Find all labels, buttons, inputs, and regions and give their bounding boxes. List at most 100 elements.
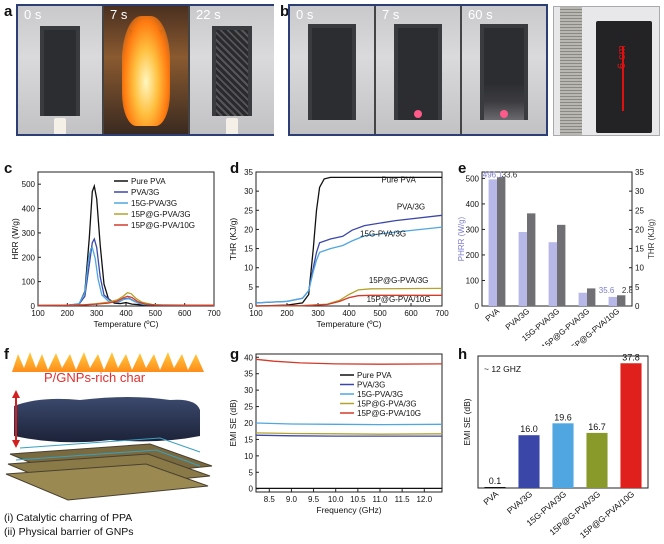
sample-strip [312,28,352,120]
y-tick-label-left: 300 [466,225,480,234]
chart-h: EMI SE (dB) ~ 12 GHZ 0.1 PVA 16.0 PVA/3G 19.6 1… [462,352,649,540]
series-line-PVA/3G [37,237,215,307]
x-axis-label: Temperature (ºC) [317,319,382,329]
series-line-PVA/3G [255,214,443,304]
photo-strip-b: 0 s 7 s 60 s [288,4,548,136]
bar-phrr [548,242,557,306]
y-tick-label: 500 [22,180,36,189]
y-tick-label-right: 5 [635,283,640,292]
x-tick-label: 100 [249,309,263,318]
photo-b-60s: 60 s [462,6,546,134]
x-tick-label: 8.5 [264,495,276,504]
y-axis-label: THR (KJ/g) [228,218,238,261]
bar-value-label: 16.7 [588,422,606,432]
data-label: 496.1 [483,170,504,179]
x-axis-label: Temperature (ºC) [94,319,159,329]
y-tick-label: 20 [244,419,253,428]
flame-icon [12,352,204,372]
frequency-annotation: ~ 12 GHZ [484,364,521,374]
panel-label-f: f [4,346,9,363]
x-tick-label: 200 [61,309,75,318]
y-tick-label: 0 [31,302,36,311]
series-annotation: Pure PVA [381,175,416,184]
x-tick-label: 600 [404,309,418,318]
bar-thr [587,288,596,306]
y-tick-label-right: 20 [635,225,644,234]
legend-label: 15P@G-PVA/3G [131,210,191,219]
series-line-15P@G-PVA/10G [255,358,443,365]
y-tick-label: 35 [244,168,253,177]
panel-label-c: c [4,160,13,177]
bar-value-label: 19.6 [554,412,572,422]
y-tick-label: 25 [244,403,253,412]
x-tick-label: 11.0 [373,495,389,504]
bar [518,435,540,488]
x-tick-label: 700 [207,309,221,318]
y-tick-label: 200 [22,253,36,262]
bar-phrr [608,296,617,306]
y-tick-label: 15 [244,435,253,444]
y-axis-label: EMI SE (dB) [462,398,472,445]
x-tick-label: 12.0 [416,495,432,504]
bar-phrr [578,292,587,306]
bar-value-label: 37.8 [622,352,640,362]
bar [484,487,506,488]
category-label: PVA [481,489,500,507]
legend-label: Pure PVA [357,371,392,380]
y-tick-label: 30 [244,187,253,196]
y-tick-label: 100 [22,278,36,287]
panel-label-g: g [230,346,240,363]
series-annotation: 15P@G-PVA/10G [367,295,431,304]
ember-icon [414,110,422,118]
photo-a-7s: 7 s [104,6,188,134]
graphene-stack-icon [5,437,213,501]
series-line-PVA/3G [255,434,442,437]
bar-thr [557,224,566,306]
plot-frame [255,171,443,307]
chart-d: 100 200 300 400 500 600 700 0 5 10 15 20 25 30 35 Tempe… [228,168,449,329]
y-tick-label: 15 [244,245,253,254]
double-arrow-icon [12,390,20,448]
bar-thr [527,213,536,306]
x-tick-label: 300 [311,309,325,318]
x-tick-label: 10.0 [328,495,344,504]
y-tick-label-right: 10 [635,264,644,273]
sample-strip-charred [216,30,248,116]
igniter-icon [54,118,66,134]
chart-g: 8.5 9.0 9.5 10.0 10.5 11.0 11.5 12.0 0 5 10 15 20 25 3… [228,353,443,515]
x-tick-label: 400 [342,309,356,318]
photo-b-0s: 0 s [290,6,374,134]
y-tick-label-right: 25 [635,206,644,215]
illustration-f [5,352,213,501]
y-axis-label: HRR (W/g) [10,218,20,260]
x-tick-label: 200 [280,309,294,318]
data-label: 2.8 [622,286,634,295]
y-tick-label-left: 100 [466,276,480,285]
bar-phrr [518,231,527,306]
char-label: P/GNPs-rich char [44,370,146,385]
chart-c: 100 200 300 400 500 600 7000100200300400500Tem… [10,171,221,329]
photo-b-7s: 7 s [376,6,460,134]
y-tick-label-right: 30 [635,187,644,196]
sample-strip [398,28,438,120]
panel-label-d: d [230,160,240,177]
y-tick-label-right: 15 [635,245,644,254]
series-line-15P@G-PVA/3G [255,432,443,435]
series-line-15G-PVA/3G [255,226,443,304]
timestamp: 7 s [110,7,128,22]
char-layer-icon [14,397,200,443]
series-line-Pure PVA [37,183,215,307]
x-tick-label: 400 [119,309,133,318]
bar-phrr [488,179,497,306]
y-tick-label-left: 400 [466,200,480,209]
timestamp: 7 s [382,7,400,22]
x-axis-label: Frequency (GHz) [316,505,381,515]
bar-value-label: 16.0 [520,424,538,434]
ruler [560,7,582,135]
x-tick-label: 500 [149,309,163,318]
legend-label: PVA/3G [357,381,385,390]
y-tick-label: 300 [22,229,36,238]
caption-physical-barrier: (ii) Physical barrier of GNPs [4,526,134,538]
bar-thr [617,295,626,306]
y-tick-label: 25 [244,206,253,215]
